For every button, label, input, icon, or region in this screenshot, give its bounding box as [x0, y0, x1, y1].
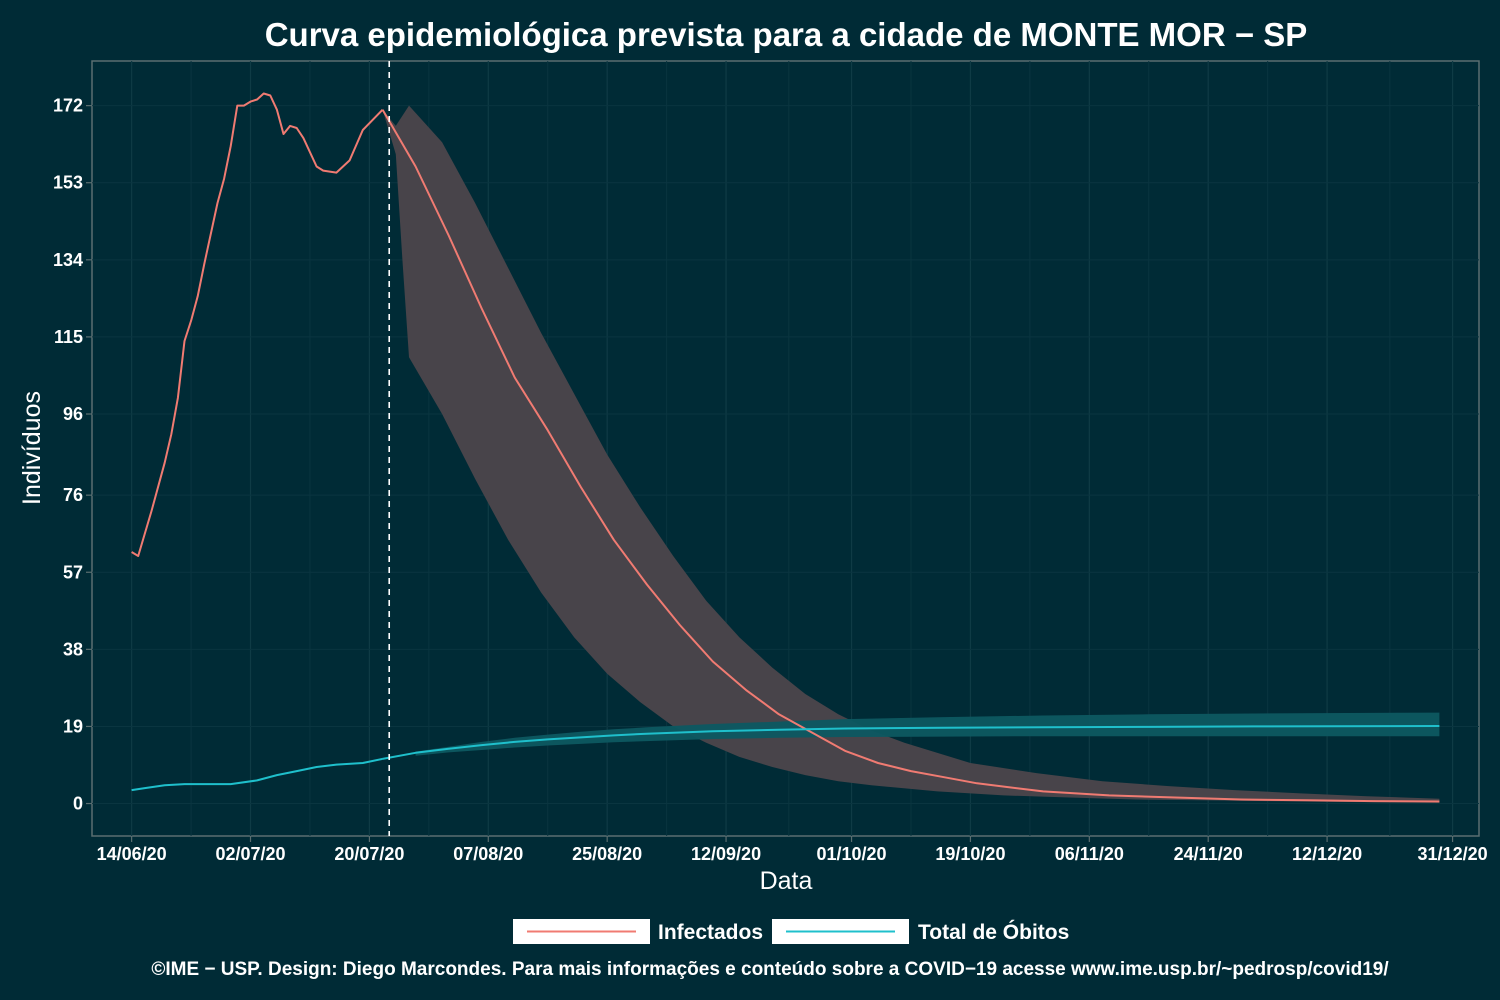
legend-label-deaths: Total de Óbitos	[918, 920, 1069, 944]
chart-title: Curva epidemiológica prevista para a cid…	[265, 16, 1308, 53]
line-infected-observed	[131, 92, 384, 557]
y-tick-label: 153	[53, 173, 83, 193]
x-tick-label: 25/08/20	[572, 844, 642, 864]
series-lines	[131, 92, 1440, 803]
x-tick-label: 07/08/20	[453, 844, 523, 864]
y-axis-title: Indivíduos	[18, 391, 46, 505]
x-tick-label: 12/09/20	[691, 844, 761, 864]
y-tick-label: 115	[54, 327, 83, 347]
y-axis-ticks: 0 19 38 57 76 96 115 134 153 172	[53, 96, 92, 814]
x-tick-label: 02/07/20	[215, 844, 285, 864]
x-tick-label: 12/12/20	[1292, 844, 1362, 864]
x-axis-ticks: 14/06/20 02/07/20 20/07/20 07/08/20 25/08/20…	[97, 836, 1488, 864]
line-infected-forecast	[381, 109, 1440, 803]
band-infected	[382, 105, 1440, 803]
x-tick-label: 20/07/20	[334, 844, 404, 864]
x-tick-label: 31/12/20	[1418, 844, 1488, 864]
y-tick-label: 0	[73, 794, 83, 814]
line-deaths-forecast	[382, 725, 1440, 760]
caption: ©IME − USP. Design: Diego Marcondes. Par…	[151, 959, 1389, 980]
band-deaths	[415, 712, 1440, 756]
x-tick-label: 06/11/20	[1055, 844, 1124, 864]
y-tick-label: 134	[53, 250, 83, 270]
x-axis-title: Data	[760, 867, 813, 895]
x-tick-label: 24/11/20	[1174, 844, 1243, 864]
legend-label-infected: Infectados	[658, 921, 763, 944]
x-tick-label: 01/10/20	[817, 844, 887, 864]
legend: Infectados Total de Óbitos	[513, 919, 1069, 944]
y-tick-label: 172	[53, 96, 83, 116]
y-tick-label: 57	[63, 562, 83, 582]
y-tick-label: 76	[63, 485, 83, 505]
confidence-bands	[382, 105, 1440, 803]
y-tick-label: 96	[63, 404, 83, 424]
x-tick-label: 19/10/20	[935, 844, 1005, 864]
line-deaths-observed	[131, 757, 383, 792]
y-tick-label: 19	[63, 716, 83, 736]
x-tick-label: 14/06/20	[97, 844, 167, 864]
y-tick-label: 38	[63, 639, 83, 659]
